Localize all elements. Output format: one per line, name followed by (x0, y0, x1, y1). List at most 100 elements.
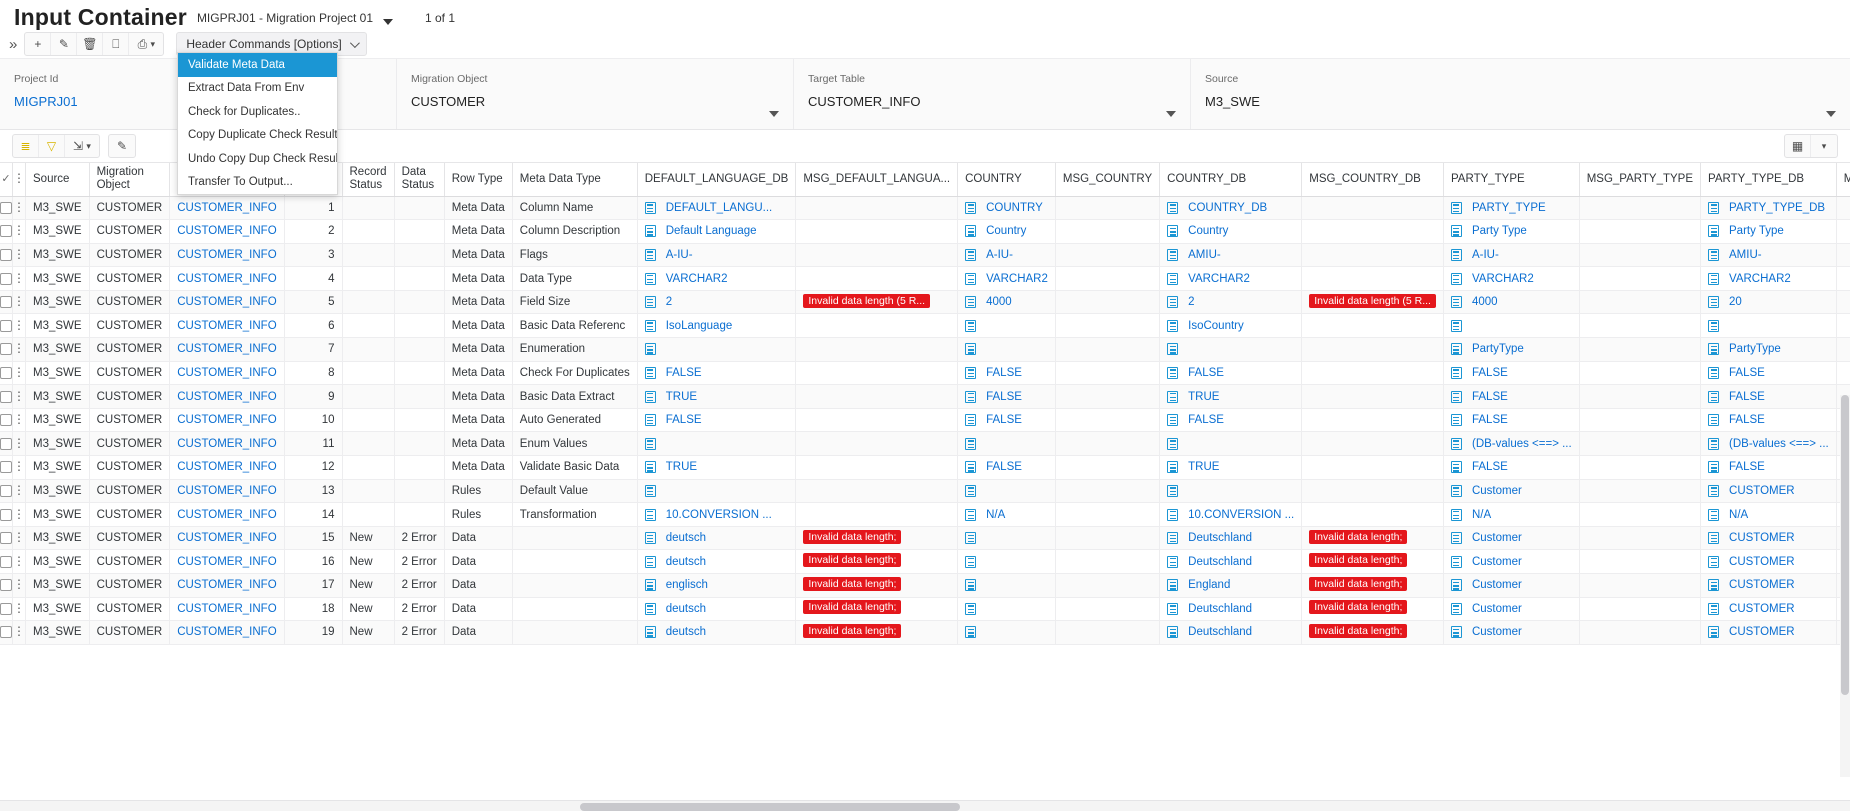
data-table-container[interactable]: ✓ ⋮ Source Migration Object Target File … (0, 162, 1850, 777)
select-all-header[interactable]: ✓ (0, 163, 13, 197)
row-checkbox-cell[interactable] (0, 549, 13, 574)
menu-item-transfer-to-output[interactable]: Transfer To Output... (188, 176, 293, 189)
value-help-icon[interactable] (965, 272, 977, 285)
table-row[interactable]: ⋮ M3_SWE CUSTOMER CUSTOMER_INFO 15 New 2 Error… (0, 526, 1850, 551)
value-help-icon[interactable] (1450, 555, 1462, 568)
value-help-icon[interactable] (1450, 390, 1462, 403)
cell-value-text[interactable]: 4000 (986, 296, 1012, 309)
row-checkbox[interactable] (0, 248, 12, 261)
value-help-icon[interactable] (1708, 319, 1720, 332)
cell-target-file-name-text[interactable]: CUSTOMER_INFO (177, 555, 277, 568)
row-checkbox[interactable] (0, 484, 12, 497)
column-header-msg-party-type-db[interactable]: MSG_PAR... (1836, 163, 1850, 197)
cell-value-text[interactable]: FALSE (1471, 390, 1508, 403)
cell-value-text[interactable]: CUSTOMER (1729, 555, 1795, 568)
row-checkbox-cell[interactable] (0, 620, 13, 645)
cell-value-text[interactable]: Customer (1471, 626, 1522, 639)
cell-value-text[interactable]: 4000 (1471, 296, 1498, 309)
edit-button[interactable]: ✎ (51, 33, 78, 55)
row-actions-cell[interactable]: ⋮ (12, 313, 26, 339)
table-row[interactable]: ⋮ M3_SWE CUSTOMER CUSTOMER_INFO 6 Meta Data Ba… (0, 313, 1850, 339)
cell-target-file-name-text[interactable]: CUSTOMER_INFO (177, 225, 277, 238)
value-help-icon[interactable] (1167, 319, 1179, 332)
field-target-table[interactable]: Target Table CUSTOMER_INFO (794, 59, 1190, 129)
cell-value-text[interactable]: FALSE (1471, 414, 1508, 427)
cell-target-file-name-text[interactable]: CUSTOMER_INFO (177, 343, 277, 356)
caret-down-icon[interactable] (383, 19, 393, 25)
row-checkbox-cell[interactable] (0, 313, 13, 339)
column-header-default-language-db[interactable]: DEFAULT_LANGUAGE_DB (637, 163, 797, 197)
value-help-icon[interactable] (965, 343, 977, 356)
column-header-data-status[interactable]: Data Status (394, 163, 445, 197)
cell-value-text[interactable]: CUSTOMER (1729, 602, 1795, 615)
vertical-dots-icon[interactable]: ⋮ (13, 388, 25, 403)
table-row[interactable]: ⋮ M3_SWE CUSTOMER CUSTOMER_INFO 17 New 2 Error… (0, 573, 1850, 598)
vertical-dots-icon[interactable]: ⋮ (13, 270, 25, 285)
vertical-dots-icon[interactable]: ⋮ (13, 341, 25, 356)
menu-item-extract-data-from-env[interactable]: Extract Data From Env (188, 82, 305, 95)
column-header-msg-country[interactable]: MSG_COUNTRY (1055, 163, 1161, 197)
value-help-icon[interactable] (1167, 532, 1179, 545)
vertical-dots-icon[interactable]: ⋮ (13, 624, 25, 639)
value-help-icon[interactable] (965, 461, 977, 474)
cell-value-text[interactable]: FALSE (1729, 366, 1765, 379)
row-actions-cell[interactable]: ⋮ (12, 573, 26, 598)
row-checkbox[interactable] (0, 390, 12, 403)
row-actions-cell[interactable]: ⋮ (12, 431, 26, 457)
value-help-icon[interactable] (644, 225, 656, 238)
value-help-icon[interactable] (1167, 248, 1179, 261)
cell-value-text[interactable]: 10.CONVERSION ... (1188, 508, 1295, 521)
caret-down-icon[interactable] (1166, 111, 1176, 117)
cell-value-text[interactable]: Party Type (1471, 225, 1527, 238)
value-help-icon[interactable] (1450, 508, 1462, 521)
cell-value-text[interactable]: Customer (1471, 484, 1522, 497)
cell-target-file-name-text[interactable]: CUSTOMER_INFO (177, 532, 277, 545)
value-help-icon[interactable] (1167, 225, 1179, 238)
cell-value-text[interactable]: PARTY_TYPE (1471, 201, 1546, 214)
cell-target-file-name-text[interactable]: CUSTOMER_INFO (177, 508, 277, 521)
value-help-icon[interactable] (965, 366, 977, 379)
row-checkbox[interactable] (0, 602, 12, 615)
value-help-icon[interactable] (1450, 343, 1462, 356)
value-help-icon[interactable] (644, 437, 656, 450)
row-checkbox-cell[interactable] (0, 196, 13, 221)
row-actions-cell[interactable]: ⋮ (12, 243, 26, 268)
menu-item-undo-copy-dup-check-result[interactable]: Undo Copy Dup Check Result (188, 152, 337, 165)
cell-value-text[interactable]: VARCHAR2 (986, 272, 1048, 285)
cell-value-text[interactable]: FALSE (1471, 461, 1508, 474)
table-row[interactable]: ⋮ M3_SWE CUSTOMER CUSTOMER_INFO 18 New 2 Error… (0, 597, 1850, 622)
value-help-icon[interactable] (1708, 225, 1720, 238)
cell-value-text[interactable]: PartyType (1471, 343, 1524, 356)
value-help-icon[interactable] (644, 390, 656, 403)
table-row[interactable]: ⋮ M3_SWE CUSTOMER CUSTOMER_INFO 12 Meta Data V… (0, 455, 1850, 480)
table-row[interactable]: ⋮ M3_SWE CUSTOMER CUSTOMER_INFO 10 Meta Data A… (0, 408, 1850, 433)
row-checkbox-cell[interactable] (0, 455, 13, 480)
cell-value-text[interactable]: Deutschland (1188, 626, 1253, 639)
value-help-icon[interactable] (965, 555, 977, 568)
vertical-dots-icon[interactable]: ⋮ (13, 223, 25, 238)
value-help-icon[interactable] (965, 532, 977, 545)
row-checkbox-cell[interactable] (0, 361, 13, 386)
cell-value-text[interactable]: IsoCountry (1188, 319, 1244, 332)
row-checkbox-cell[interactable] (0, 384, 13, 409)
value-help-icon[interactable] (1708, 555, 1720, 568)
value-help-icon[interactable] (965, 390, 977, 403)
cell-value-text[interactable]: A-IU- (986, 248, 1013, 261)
value-help-icon[interactable] (644, 272, 656, 285)
value-help-icon[interactable] (1450, 461, 1462, 474)
cell-target-file-name-text[interactable]: CUSTOMER_INFO (177, 248, 277, 261)
cell-value-text[interactable]: Customer (1471, 532, 1522, 545)
cell-value-text[interactable]: Default Language (665, 225, 757, 238)
column-header-source[interactable]: Source (25, 163, 90, 197)
value-help-icon[interactable] (965, 225, 977, 238)
row-checkbox[interactable] (0, 508, 12, 521)
value-help-icon[interactable] (644, 555, 656, 568)
caret-down-icon[interactable] (1826, 111, 1836, 117)
cell-value-text[interactable]: AMIU- (1729, 248, 1762, 261)
filter-funnel-icon[interactable]: ▽ (39, 135, 65, 157)
value-help-icon[interactable] (1708, 602, 1720, 615)
vertical-dots-icon[interactable]: ⋮ (13, 246, 25, 261)
group-export-icon[interactable]: ⇲ ▾ (73, 139, 91, 153)
cell-value-text[interactable]: FALSE (665, 414, 702, 427)
cell-value-text[interactable]: Customer (1471, 579, 1522, 592)
